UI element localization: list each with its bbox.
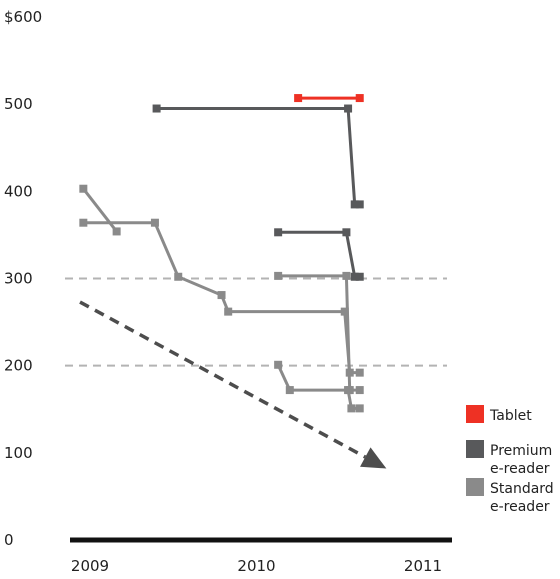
x-tick-label: 2009 <box>71 557 109 575</box>
standard-data-point <box>347 404 356 413</box>
standard-data-point <box>274 271 283 280</box>
y-tick-label: 0 <box>4 531 14 549</box>
standard-data-point <box>150 218 159 227</box>
y-tick-label: 300 <box>4 270 33 288</box>
y-tick-label: 200 <box>4 357 33 375</box>
y-tick-label: 400 <box>4 182 33 200</box>
trend-arrow <box>79 300 387 469</box>
premium-data-point <box>350 200 359 209</box>
tablet-data-point <box>294 94 303 103</box>
standard-data-point <box>340 307 349 316</box>
legend-label-tablet: Tablet <box>489 408 532 424</box>
standard-data-point <box>285 386 294 395</box>
premium-data-point <box>342 228 351 237</box>
standard-data-point <box>344 386 353 395</box>
premium-data-point <box>355 200 364 209</box>
y-tick-label: $600 <box>4 8 42 26</box>
x-tick-label: 2010 <box>237 557 275 575</box>
standard-data-point <box>217 291 226 300</box>
legend: Tablet Premium e-reader Standard e-reader <box>466 405 554 515</box>
legend-label-standard: Standard e-reader <box>490 481 554 515</box>
standard-data-point <box>355 404 364 413</box>
y-tick-label: 500 <box>4 95 33 113</box>
standard-data-point <box>112 227 121 236</box>
legend-label-premium: Premium e-reader <box>490 443 552 477</box>
standard-series-line <box>278 274 360 392</box>
standard-data-point <box>79 184 88 193</box>
legend-swatch-standard <box>466 478 484 496</box>
standard-data-point <box>355 386 364 395</box>
premium-data-point <box>350 272 359 281</box>
axes: $600 500 400 300 200 100 0 2009 2010 2011 <box>4 8 452 575</box>
series-lines <box>79 94 364 413</box>
premium-data-point <box>344 104 353 113</box>
premium-series-line <box>278 230 360 279</box>
standard-series-line <box>82 187 118 233</box>
standard-data-point <box>355 368 364 377</box>
standard-data-point <box>224 307 233 316</box>
standard-data-point <box>274 360 283 369</box>
legend-swatch-tablet <box>466 405 484 423</box>
premium-data-point <box>355 272 364 281</box>
premium-data-point <box>152 104 161 113</box>
legend-swatch-premium <box>466 440 484 458</box>
reference-lines <box>65 277 447 367</box>
trend-arrow-shaft <box>79 300 367 459</box>
premium-series-line <box>156 107 360 206</box>
x-tick-label: 2011 <box>404 557 442 575</box>
y-tick-label: 100 <box>4 444 33 462</box>
premium-data-point <box>274 228 283 237</box>
standard-data-point <box>342 271 351 280</box>
standard-data-point <box>174 272 183 281</box>
trend-arrow-head <box>360 447 387 469</box>
tablet-data-point <box>355 94 364 103</box>
standard-data-point <box>79 218 88 227</box>
